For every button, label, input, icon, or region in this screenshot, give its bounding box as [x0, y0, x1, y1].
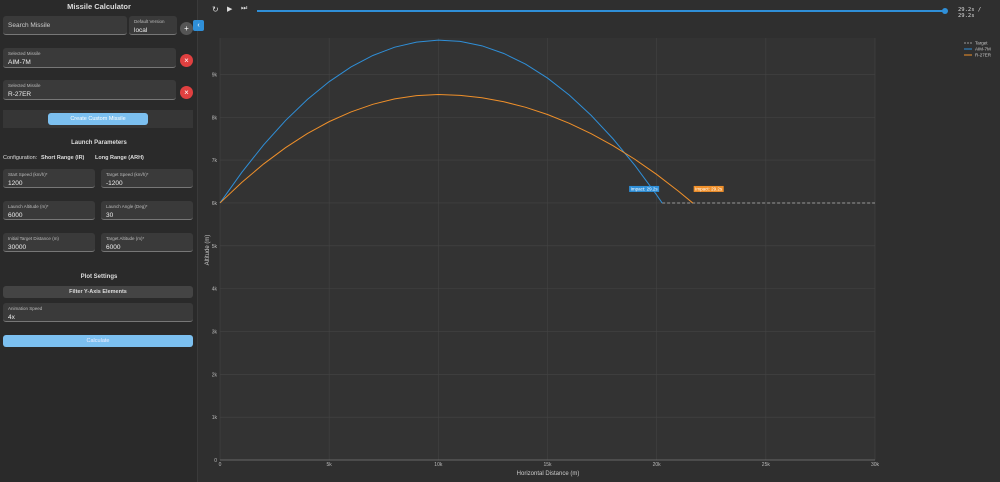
x-tick-label: 20k	[653, 462, 662, 468]
legend-label: AIM-7M	[975, 47, 991, 52]
section-heading: Plot Settings	[80, 274, 118, 280]
y-axis-label: Altitude (m)	[205, 235, 211, 266]
field-label: Initial Target Distance (m)	[8, 236, 59, 241]
x-tick-label: 25k	[762, 462, 771, 468]
field-value: -1200	[106, 180, 123, 187]
input-field[interactable]: Start Speed (km/h)* 1200	[3, 169, 95, 188]
config-option[interactable]: Long Range (ARH)	[95, 155, 144, 161]
progress-slider[interactable]	[257, 10, 945, 12]
impact-label: Impact: 29.2s	[695, 187, 723, 192]
end-button[interactable]: ⏭	[241, 5, 248, 12]
config-option[interactable]: Short Range (IR)	[41, 155, 85, 161]
add-button[interactable]: +	[180, 22, 193, 35]
x-tick-label: 10k	[434, 462, 443, 468]
input-field[interactable]: Initial Target Distance (m) 30000	[3, 233, 95, 252]
section-heading: Launch Parameters	[71, 140, 127, 146]
speed-label: Animation Speed	[8, 306, 43, 311]
field-value: 1200	[8, 180, 23, 187]
sidebar: Missile Calculator Search Missile Defaul…	[0, 0, 198, 482]
field-value: 6000	[106, 244, 121, 251]
field-value: 30000	[8, 244, 27, 251]
speed-select[interactable]: Animation Speed 4x	[3, 303, 193, 322]
field-label: Target Altitude (m)*	[106, 236, 145, 241]
y-tick-label: 7k	[212, 158, 218, 164]
legend-label: Target	[975, 41, 988, 46]
version-value: local	[134, 27, 148, 34]
y-tick-label: 4k	[212, 287, 218, 293]
y-tick-label: 3k	[212, 329, 218, 335]
missile-select[interactable]: Selected Missile R-27ER	[3, 80, 176, 100]
legend-label: R-27ER	[975, 53, 992, 58]
y-tick-label: 5k	[212, 244, 218, 250]
x-tick-label: 0	[219, 462, 222, 468]
collapse-button[interactable]: ‹	[193, 20, 204, 31]
missile-select[interactable]: Selected Missile AIM-7M	[3, 48, 176, 68]
impact-label-bg	[629, 185, 660, 192]
impact-label: Impact: 29.2s	[631, 187, 659, 192]
input-field[interactable]: Launch Angle (Deg)* 30	[101, 201, 193, 220]
create-button[interactable]: Create Custom Missile	[48, 113, 148, 125]
field-value: 30	[106, 212, 114, 219]
y-tick-label: 2k	[212, 372, 218, 378]
search-box[interactable]: Search Missile	[3, 16, 127, 35]
select-value: AIM-7M	[8, 59, 31, 66]
search-placeholder: Search Missile	[8, 22, 51, 29]
field-value: 6000	[8, 212, 23, 219]
version-select[interactable]: Default Version local	[129, 16, 177, 35]
input-field[interactable]: Target Altitude (m)* 6000	[101, 233, 193, 252]
y-tick-label: 6k	[212, 201, 218, 207]
field-label: Start Speed (km/h)*	[8, 172, 48, 177]
field-label: Launch Altitude (m)*	[8, 204, 49, 209]
input-field[interactable]: Target Speed (km/h)* -1200	[101, 169, 193, 188]
y-tick-label: 9k	[212, 72, 218, 78]
chart: Horizontal Distance (m) Altitude (m) 0 1k…	[205, 38, 992, 477]
config-label: Configuration:	[3, 155, 38, 161]
remove-button[interactable]: ×	[180, 54, 193, 67]
series-line	[219, 39, 663, 204]
series-line	[219, 94, 694, 204]
speed-value: 4x	[8, 314, 15, 321]
remove-button[interactable]: ×	[180, 86, 193, 99]
select-value: R-27ER	[8, 91, 32, 98]
calculate-button[interactable]: Calculate	[3, 335, 193, 347]
filter-button[interactable]: Filter Y-Axis Elements	[3, 286, 193, 298]
field-label: Launch Angle (Deg)*	[106, 204, 148, 209]
version-label: Default Version	[134, 19, 165, 24]
sidebar-title: Missile Calculator	[67, 2, 131, 11]
y-tick-label: 0	[214, 458, 217, 464]
select-label: Selected Missile	[8, 51, 41, 56]
input-field[interactable]: Launch Altitude (m)* 6000	[3, 201, 95, 220]
slider-thumb[interactable]	[942, 8, 948, 14]
y-tick-label: 8k	[212, 115, 218, 121]
x-tick-label: 30k	[871, 462, 880, 468]
y-tick-label: 1k	[212, 415, 218, 421]
time-display: 29.2s / 29.2s	[958, 7, 982, 19]
x-tick-label: 15k	[543, 462, 552, 468]
field-label: Target Speed (km/h)*	[106, 172, 149, 177]
select-label: Selected Missile	[8, 83, 41, 88]
x-axis-label: Horizontal Distance (m)	[517, 471, 580, 477]
impact-label-bg	[693, 185, 724, 192]
play-button[interactable]: ▶	[227, 6, 233, 13]
replay-button[interactable]: ↻	[212, 5, 219, 14]
x-tick-label: 5k	[327, 462, 333, 468]
